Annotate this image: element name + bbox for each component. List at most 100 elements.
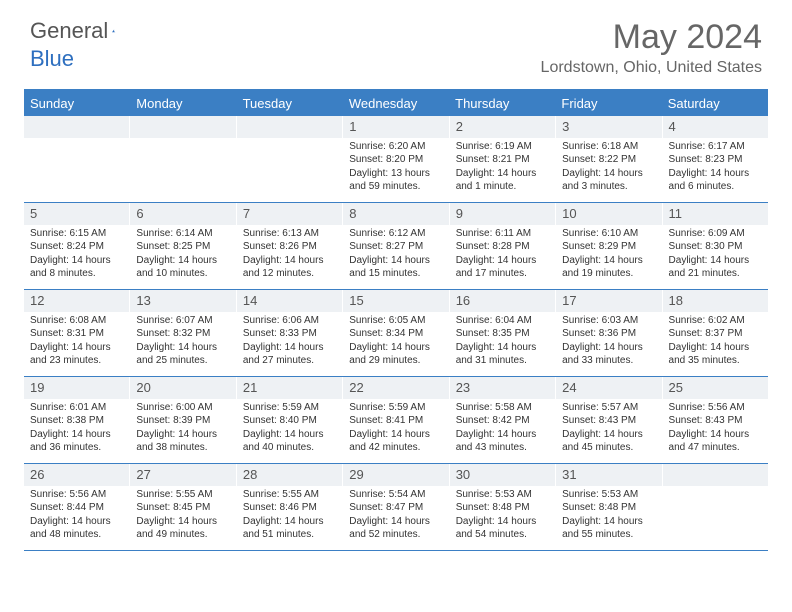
day-body xyxy=(663,486,768,492)
sunrise-text: Sunrise: 6:08 AM xyxy=(30,314,123,328)
daylight-text: Daylight: 14 hours and 52 minutes. xyxy=(349,515,442,542)
day-body: Sunrise: 6:06 AMSunset: 8:33 PMDaylight:… xyxy=(237,312,342,372)
sunrise-text: Sunrise: 6:10 AM xyxy=(562,227,655,241)
day-cell: 2Sunrise: 6:19 AMSunset: 8:21 PMDaylight… xyxy=(449,116,555,202)
day-cell: 15Sunrise: 6:05 AMSunset: 8:34 PMDayligh… xyxy=(342,290,448,376)
sunset-text: Sunset: 8:24 PM xyxy=(30,240,123,254)
daylight-text: Daylight: 14 hours and 38 minutes. xyxy=(136,428,229,455)
day-body xyxy=(24,138,129,144)
day-number: 19 xyxy=(24,377,129,399)
daylight-text: Daylight: 14 hours and 47 minutes. xyxy=(669,428,762,455)
day-number: 4 xyxy=(663,116,768,138)
daylight-text: Daylight: 14 hours and 48 minutes. xyxy=(30,515,123,542)
day-cell: 25Sunrise: 5:56 AMSunset: 8:43 PMDayligh… xyxy=(662,377,768,463)
sunrise-text: Sunrise: 5:58 AM xyxy=(456,401,549,415)
daylight-text: Daylight: 14 hours and 31 minutes. xyxy=(456,341,549,368)
sunrise-text: Sunrise: 6:14 AM xyxy=(136,227,229,241)
day-number: 28 xyxy=(237,464,342,486)
sunrise-text: Sunrise: 6:18 AM xyxy=(562,140,655,154)
day-cell: 21Sunrise: 5:59 AMSunset: 8:40 PMDayligh… xyxy=(236,377,342,463)
sunrise-text: Sunrise: 6:01 AM xyxy=(30,401,123,415)
sunset-text: Sunset: 8:33 PM xyxy=(243,327,336,341)
daylight-text: Daylight: 14 hours and 25 minutes. xyxy=(136,341,229,368)
day-number: 24 xyxy=(556,377,661,399)
location: Lordstown, Ohio, United States xyxy=(541,59,762,77)
dow-tuesday: Tuesday xyxy=(237,91,343,116)
day-body: Sunrise: 6:17 AMSunset: 8:23 PMDaylight:… xyxy=(663,138,768,198)
day-cell: 19Sunrise: 6:01 AMSunset: 8:38 PMDayligh… xyxy=(24,377,129,463)
sunset-text: Sunset: 8:39 PM xyxy=(136,414,229,428)
sunset-text: Sunset: 8:43 PM xyxy=(562,414,655,428)
day-number: 11 xyxy=(663,203,768,225)
sunrise-text: Sunrise: 6:07 AM xyxy=(136,314,229,328)
day-cell: 14Sunrise: 6:06 AMSunset: 8:33 PMDayligh… xyxy=(236,290,342,376)
day-number xyxy=(24,116,129,138)
day-body: Sunrise: 6:20 AMSunset: 8:20 PMDaylight:… xyxy=(343,138,448,198)
day-number: 6 xyxy=(130,203,235,225)
sunset-text: Sunset: 8:34 PM xyxy=(349,327,442,341)
daylight-text: Daylight: 14 hours and 40 minutes. xyxy=(243,428,336,455)
daylight-text: Daylight: 14 hours and 27 minutes. xyxy=(243,341,336,368)
day-body: Sunrise: 6:01 AMSunset: 8:38 PMDaylight:… xyxy=(24,399,129,459)
sunset-text: Sunset: 8:48 PM xyxy=(562,501,655,515)
day-body: Sunrise: 6:04 AMSunset: 8:35 PMDaylight:… xyxy=(450,312,555,372)
dow-sunday: Sunday xyxy=(24,91,130,116)
day-cell: 17Sunrise: 6:03 AMSunset: 8:36 PMDayligh… xyxy=(555,290,661,376)
day-number: 1 xyxy=(343,116,448,138)
dow-monday: Monday xyxy=(130,91,236,116)
day-body: Sunrise: 6:09 AMSunset: 8:30 PMDaylight:… xyxy=(663,225,768,285)
sunrise-text: Sunrise: 5:53 AM xyxy=(562,488,655,502)
day-cell: 30Sunrise: 5:53 AMSunset: 8:48 PMDayligh… xyxy=(449,464,555,550)
sunrise-text: Sunrise: 5:59 AM xyxy=(349,401,442,415)
day-cell: 4Sunrise: 6:17 AMSunset: 8:23 PMDaylight… xyxy=(662,116,768,202)
sunrise-text: Sunrise: 6:03 AM xyxy=(562,314,655,328)
sunset-text: Sunset: 8:23 PM xyxy=(669,153,762,167)
sunset-text: Sunset: 8:44 PM xyxy=(30,501,123,515)
sunset-text: Sunset: 8:30 PM xyxy=(669,240,762,254)
sunset-text: Sunset: 8:27 PM xyxy=(349,240,442,254)
sunrise-text: Sunrise: 6:05 AM xyxy=(349,314,442,328)
day-body: Sunrise: 6:08 AMSunset: 8:31 PMDaylight:… xyxy=(24,312,129,372)
sunset-text: Sunset: 8:29 PM xyxy=(562,240,655,254)
day-cell: 20Sunrise: 6:00 AMSunset: 8:39 PMDayligh… xyxy=(129,377,235,463)
sunset-text: Sunset: 8:37 PM xyxy=(669,327,762,341)
daylight-text: Daylight: 14 hours and 12 minutes. xyxy=(243,254,336,281)
day-number: 29 xyxy=(343,464,448,486)
day-cell: 6Sunrise: 6:14 AMSunset: 8:25 PMDaylight… xyxy=(129,203,235,289)
sunset-text: Sunset: 8:22 PM xyxy=(562,153,655,167)
sunrise-text: Sunrise: 6:17 AM xyxy=(669,140,762,154)
sunset-text: Sunset: 8:25 PM xyxy=(136,240,229,254)
day-cell: 16Sunrise: 6:04 AMSunset: 8:35 PMDayligh… xyxy=(449,290,555,376)
daylight-text: Daylight: 14 hours and 1 minute. xyxy=(456,167,549,194)
day-body: Sunrise: 5:53 AMSunset: 8:48 PMDaylight:… xyxy=(450,486,555,546)
day-cell: 26Sunrise: 5:56 AMSunset: 8:44 PMDayligh… xyxy=(24,464,129,550)
day-body: Sunrise: 5:55 AMSunset: 8:46 PMDaylight:… xyxy=(237,486,342,546)
sunset-text: Sunset: 8:21 PM xyxy=(456,153,549,167)
logo: General xyxy=(30,18,134,44)
day-cell: 24Sunrise: 5:57 AMSunset: 8:43 PMDayligh… xyxy=(555,377,661,463)
day-body: Sunrise: 6:11 AMSunset: 8:28 PMDaylight:… xyxy=(450,225,555,285)
day-number: 26 xyxy=(24,464,129,486)
sunset-text: Sunset: 8:46 PM xyxy=(243,501,336,515)
daylight-text: Daylight: 14 hours and 42 minutes. xyxy=(349,428,442,455)
day-number: 27 xyxy=(130,464,235,486)
daylight-text: Daylight: 14 hours and 55 minutes. xyxy=(562,515,655,542)
sunset-text: Sunset: 8:31 PM xyxy=(30,327,123,341)
dow-thursday: Thursday xyxy=(449,91,555,116)
daylight-text: Daylight: 14 hours and 45 minutes. xyxy=(562,428,655,455)
sunset-text: Sunset: 8:32 PM xyxy=(136,327,229,341)
day-cell: 31Sunrise: 5:53 AMSunset: 8:48 PMDayligh… xyxy=(555,464,661,550)
week-row: 26Sunrise: 5:56 AMSunset: 8:44 PMDayligh… xyxy=(24,464,768,551)
daylight-text: Daylight: 14 hours and 49 minutes. xyxy=(136,515,229,542)
sunset-text: Sunset: 8:35 PM xyxy=(456,327,549,341)
calendar-body: 1Sunrise: 6:20 AMSunset: 8:20 PMDaylight… xyxy=(24,116,768,551)
day-number xyxy=(237,116,342,138)
sunrise-text: Sunrise: 6:11 AM xyxy=(456,227,549,241)
day-body: Sunrise: 6:13 AMSunset: 8:26 PMDaylight:… xyxy=(237,225,342,285)
week-row: 12Sunrise: 6:08 AMSunset: 8:31 PMDayligh… xyxy=(24,290,768,377)
day-number: 9 xyxy=(450,203,555,225)
day-cell: 18Sunrise: 6:02 AMSunset: 8:37 PMDayligh… xyxy=(662,290,768,376)
day-body: Sunrise: 5:59 AMSunset: 8:40 PMDaylight:… xyxy=(237,399,342,459)
day-body: Sunrise: 5:57 AMSunset: 8:43 PMDaylight:… xyxy=(556,399,661,459)
sunset-text: Sunset: 8:20 PM xyxy=(349,153,442,167)
